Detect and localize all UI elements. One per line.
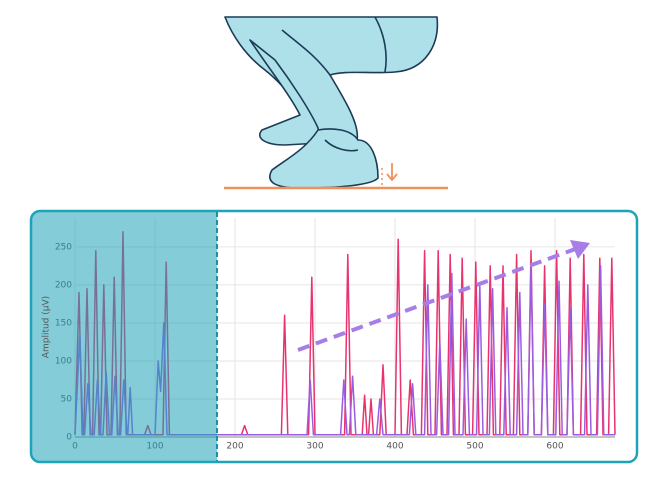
trend-arrow-head — [570, 240, 590, 259]
x-tick-label: 400 — [386, 442, 403, 452]
x-tick-label: 300 — [306, 442, 323, 452]
y-axis-label: Amplitud (μV) — [42, 296, 52, 358]
x-tick-label: 600 — [546, 442, 563, 452]
legs-illustration — [224, 16, 439, 189]
down-arrow — [386, 163, 398, 182]
trend-arrow — [297, 246, 579, 352]
x-tick-label: 500 — [466, 442, 483, 452]
highlight-region — [32, 212, 217, 461]
x-tick-label: 200 — [226, 442, 243, 452]
